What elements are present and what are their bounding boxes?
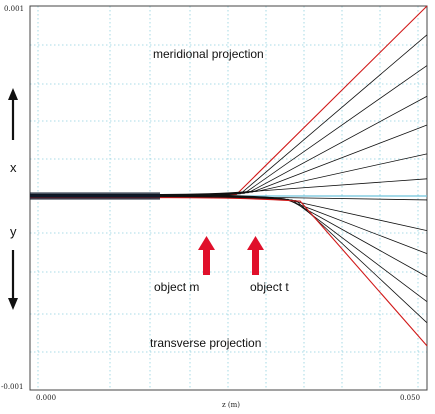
object-t-arrow-icon — [247, 236, 264, 275]
label-y: y — [10, 224, 17, 239]
meridional-projection-label: meridional projection — [153, 47, 264, 61]
y-tick-top: 0.001 — [4, 5, 24, 13]
x-tick-right: 0.050 — [400, 394, 420, 402]
arrow-up-icon — [8, 88, 18, 140]
transverse-ray-4 — [30, 195, 428, 278]
label-x: x — [10, 160, 17, 175]
transverse-ray-7 — [30, 197, 428, 347]
x-tick-left: 0.000 — [36, 394, 56, 402]
transverse-ray-1 — [30, 193, 428, 201]
x-axis-label: z (m) — [222, 401, 240, 409]
transverse-ray-2 — [30, 194, 428, 232]
object-m-arrow-icon — [198, 236, 215, 275]
transverse-projection-label: transverse projection — [150, 336, 261, 350]
y-tick-bottom: -0.001 — [1, 383, 23, 391]
object-m-label: object m — [154, 280, 199, 294]
object-t-label: object t — [250, 280, 289, 294]
transverse-ray-5 — [30, 196, 428, 302]
transverse-ray-3 — [30, 195, 428, 255]
arrow-down-icon — [8, 250, 18, 310]
ray-bundle — [30, 5, 428, 347]
